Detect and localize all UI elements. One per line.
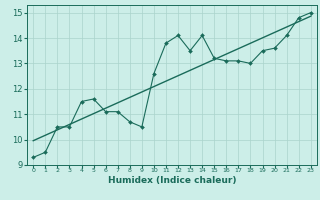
X-axis label: Humidex (Indice chaleur): Humidex (Indice chaleur) (108, 176, 236, 185)
